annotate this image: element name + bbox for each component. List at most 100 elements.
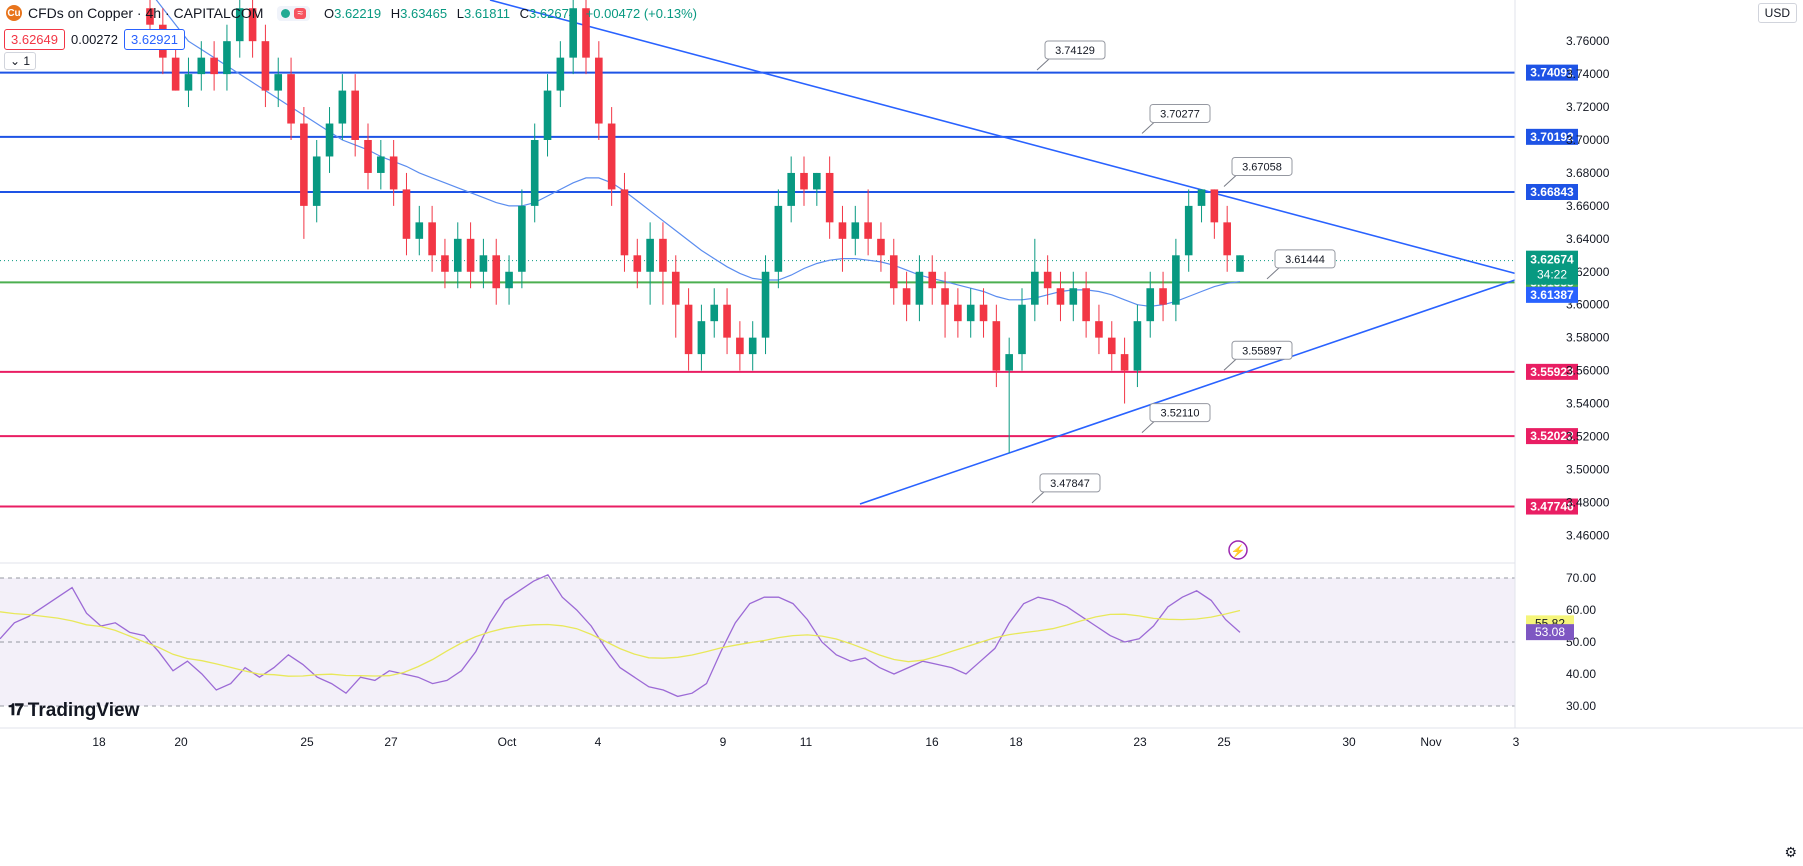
candle <box>274 57 283 108</box>
candle-body <box>851 222 860 239</box>
candle-body <box>659 238 667 272</box>
candle <box>184 57 193 108</box>
chart-header: Cu CFDs on Copper · 4h · CAPITALCOM ≈ O3… <box>0 0 703 26</box>
candle <box>543 74 552 157</box>
candle-body <box>261 41 270 91</box>
flash-icon[interactable]: ⚡ <box>1228 540 1248 560</box>
copper-symbol-icon[interactable]: Cu <box>6 5 22 21</box>
time-tick-label: Oct <box>498 735 517 749</box>
candle <box>582 0 590 75</box>
symbol-title[interactable]: CFDs on Copper · 4h · CAPITALCOM <box>28 5 264 21</box>
candle-body <box>1056 288 1065 305</box>
candle-body <box>428 222 436 256</box>
candle <box>787 156 795 223</box>
candle-body <box>197 57 206 75</box>
rsi-value-label: 53.08 <box>1535 625 1565 639</box>
candle-body <box>838 222 847 239</box>
candle <box>620 172 629 272</box>
bar-countdown-label: 34:22 <box>1537 268 1567 282</box>
price-callouts: 3.74129 3.70277 3.67058 3.61444 3.55897 3.521… <box>1031 40 1336 504</box>
candle-body <box>928 271 937 289</box>
callout-label: 3.55897 <box>1242 345 1282 357</box>
candle <box>1018 288 1026 371</box>
sell-button[interactable]: 3.62649 <box>4 29 65 50</box>
candle <box>466 222 475 289</box>
candle-body <box>607 123 616 190</box>
callout-label: 3.47847 <box>1050 478 1090 490</box>
candle <box>1043 255 1052 305</box>
ohlc-low-value: 3.61811 <box>463 5 511 21</box>
tradingview-logo[interactable]: 𝟏𝟕 TradingView <box>8 700 139 722</box>
candle <box>300 107 308 239</box>
callout-pointer <box>1266 267 1280 280</box>
price-callout: 3.67058 <box>1223 156 1293 187</box>
time-tick-label: 9 <box>720 735 727 749</box>
candle-body <box>441 255 449 272</box>
candle <box>1005 337 1013 453</box>
price-level-tag <box>1526 428 1578 445</box>
currency-button[interactable]: USD <box>1757 3 1797 23</box>
price-level-label: 3.47746 <box>1530 500 1574 514</box>
candle-body <box>543 90 552 140</box>
market-status[interactable]: ≈ <box>277 5 310 21</box>
candle-body <box>684 304 693 355</box>
ohlc-change-value: +0.00472 (+0.13%) <box>585 5 697 21</box>
ascending-trendline <box>859 279 1516 505</box>
price-level-tag <box>1526 498 1578 515</box>
buy-button[interactable]: 3.62921 <box>124 29 185 50</box>
layout-toggle-button[interactable]: ⌄ 1 <box>4 52 37 70</box>
candle-body <box>1120 354 1129 371</box>
price-tick-label: 3.64000 <box>1566 232 1610 246</box>
time-tick-label: 25 <box>300 735 314 749</box>
candle-body <box>1197 189 1206 206</box>
callout-pointer <box>1223 358 1237 371</box>
candle-body <box>325 123 334 157</box>
candle-body <box>505 271 513 289</box>
candle <box>223 24 231 91</box>
candle <box>338 74 347 140</box>
candle-body <box>1236 255 1244 272</box>
candle-body <box>569 8 577 58</box>
candle <box>492 238 501 305</box>
candle-body <box>966 304 975 322</box>
candle-body <box>223 41 231 75</box>
candle <box>954 288 962 338</box>
candle <box>415 205 424 256</box>
candle-body <box>813 172 821 190</box>
callout-box <box>1149 403 1211 423</box>
callout-box <box>1044 40 1106 60</box>
candle-body <box>1133 321 1142 371</box>
candle-body <box>235 8 244 42</box>
candle <box>1223 205 1231 272</box>
price-level-label: 3.66843 <box>1530 185 1574 199</box>
rsi-line <box>0 573 1241 698</box>
candle <box>979 288 988 338</box>
candle-body <box>774 205 783 272</box>
candle <box>659 222 667 305</box>
candle <box>710 288 719 338</box>
candle-body <box>274 74 283 91</box>
price-tick-label: 3.48000 <box>1566 495 1610 509</box>
time-tick-label: 18 <box>92 735 106 749</box>
candle <box>800 156 808 206</box>
callout-pointer <box>1031 491 1045 504</box>
price-tick-label: 3.46000 <box>1566 528 1610 542</box>
candle <box>1184 189 1193 272</box>
wave-icon: ≈ <box>294 7 306 19</box>
candle-body <box>1172 255 1180 305</box>
time-tick-label: 4 <box>595 735 602 749</box>
candle <box>1210 189 1219 239</box>
callout-pointer <box>1141 122 1155 134</box>
candle <box>1056 271 1065 322</box>
candle <box>723 288 731 355</box>
gear-icon[interactable]: ⚙ <box>1784 844 1797 860</box>
candle <box>364 123 372 190</box>
candle-body <box>171 57 180 91</box>
ohlc-close-value: 3.62674 <box>529 5 577 21</box>
candle <box>671 255 680 338</box>
candle <box>389 140 398 206</box>
market-open-icon <box>281 8 291 18</box>
rsi-tick-label: 40.00 <box>1566 667 1596 681</box>
candle-body <box>1043 271 1052 289</box>
